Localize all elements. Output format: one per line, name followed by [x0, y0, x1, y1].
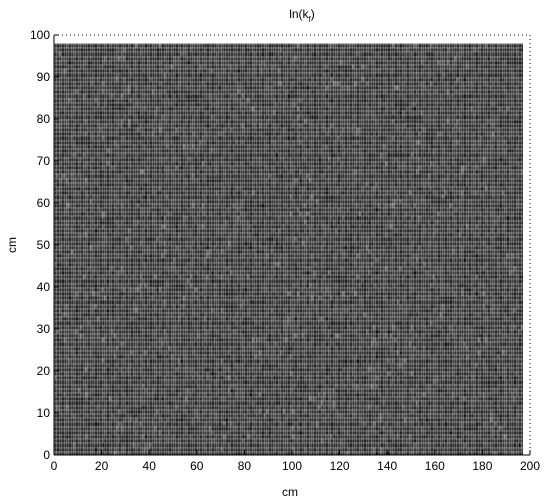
x-axis: 0 20 40 60 80 100 120 140 160 180 200: [51, 450, 540, 473]
y-tick-label: 100: [30, 28, 50, 42]
x-tick-label: 20: [95, 459, 109, 473]
y-axis-label: cm: [5, 237, 19, 253]
x-tick-label: 160: [425, 459, 445, 473]
x-tick-label: 140: [377, 459, 397, 473]
heatmap-image: [54, 43, 523, 456]
y-axis: 0 10 20 30 40 50 60 70 80 90 100: [30, 28, 59, 462]
x-tick-label: 60: [190, 459, 204, 473]
y-tick-label: 10: [37, 406, 51, 420]
x-tick-label: 200: [520, 459, 540, 473]
x-tick-label: 80: [238, 459, 252, 473]
y-tick-label: 30: [37, 322, 51, 336]
y-tick-label: 80: [37, 112, 51, 126]
chart-title: ln(kf): [289, 7, 315, 24]
y-tick-label: 70: [37, 154, 51, 168]
x-tick-label: 100: [282, 459, 302, 473]
heatmap-field: [54, 43, 523, 456]
y-tick-label: 90: [37, 70, 51, 84]
y-tick-label: 20: [37, 364, 51, 378]
x-tick-label: 120: [330, 459, 350, 473]
x-tick-label: 40: [143, 459, 157, 473]
x-tick-label: 180: [472, 459, 492, 473]
y-tick-label: 40: [37, 280, 51, 294]
y-tick-label: 60: [37, 196, 51, 210]
x-tick-label: 0: [51, 459, 58, 473]
y-tick-label: 50: [37, 238, 51, 252]
x-axis-label: cm: [282, 485, 298, 499]
y-tick-label: 0: [43, 448, 50, 462]
